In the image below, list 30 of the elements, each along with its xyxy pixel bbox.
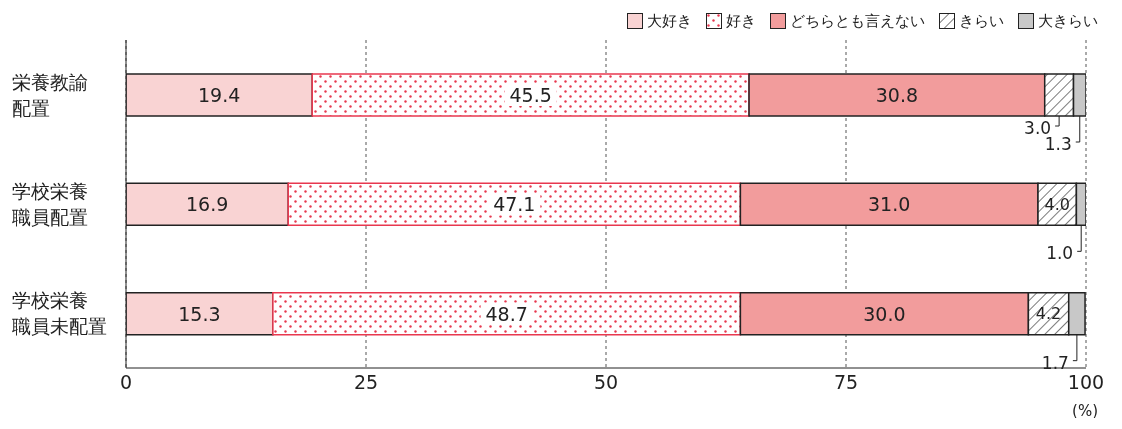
data-label: 4.0 (1044, 194, 1070, 214)
y-tick-label: 学校栄養職員配置 (12, 180, 88, 228)
legend-label: どちらとも言えない (789, 11, 925, 31)
legend-label: 大きらい (1037, 11, 1098, 31)
bar (311, 73, 750, 117)
data-label: 30.0 (863, 302, 906, 325)
data-label: 31.0 (868, 193, 911, 216)
data-label: 48.7 (485, 302, 528, 325)
x-axis-title: (%) (1072, 402, 1098, 420)
data-label: 4.2 (1035, 304, 1062, 324)
data-label: 47.1 (493, 193, 536, 216)
data-label: 19.4 (197, 84, 241, 106)
legend-label: 大好き (646, 11, 692, 31)
data-label: 30.8 (875, 84, 919, 106)
x-tick-label: 50 (593, 371, 619, 394)
legend-label: きらい (958, 11, 1004, 31)
y-tick-label: 学校栄養職員未配置 (12, 289, 107, 338)
x-tick-label: 25 (353, 371, 379, 394)
x-tick-label: 100 (1067, 371, 1105, 394)
data-label: 45.5 (509, 84, 552, 106)
x-tick-label: 0 (119, 371, 133, 394)
data-label: 16.9 (185, 193, 229, 216)
bar (287, 182, 742, 227)
x-tick-label: 75 (833, 371, 859, 394)
legend-label: 好き (725, 11, 756, 31)
data-label: 1.7 (1041, 352, 1069, 373)
bar (272, 291, 742, 336)
data-label: 1.0 (1046, 243, 1074, 264)
y-tick-label: 栄養教諭配置 (12, 70, 88, 119)
data-label: 15.3 (178, 302, 221, 325)
